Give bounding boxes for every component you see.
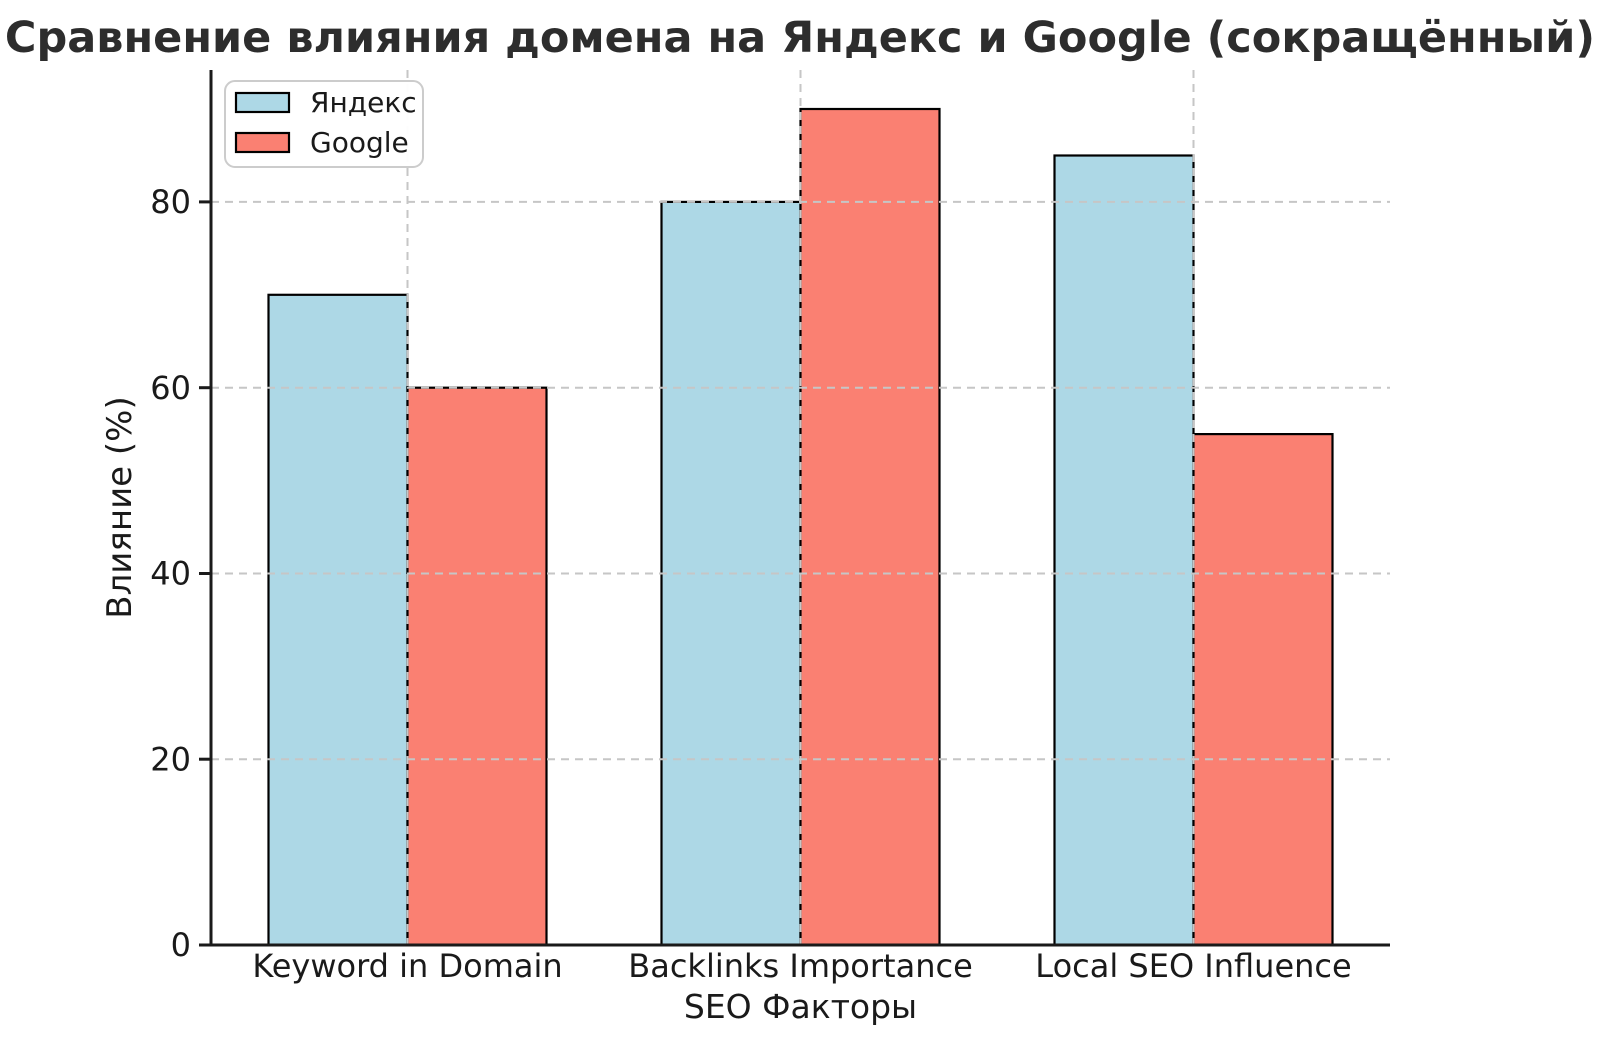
- bar-google-1: [799, 107, 941, 947]
- x-axis-label: SEO Факторы: [684, 987, 917, 1026]
- legend-label-google: Google: [310, 126, 409, 159]
- legend-swatch-google: [234, 131, 291, 154]
- y-axis-label: Влияние (%): [100, 396, 140, 619]
- bar-yandex-2: [1053, 154, 1195, 947]
- x-tick-label: Keyword in Domain: [252, 947, 562, 985]
- y-tick-label: 0: [171, 926, 191, 964]
- chart-title: Сравнение влияния домена на Яндекс и Goo…: [4, 13, 1596, 63]
- y-tick-label: 80: [150, 183, 191, 221]
- x-tick-label: Local SEO Influence: [1035, 947, 1351, 985]
- y-tick-label: 40: [150, 555, 191, 593]
- legend-label-yandex: Яндекс: [310, 86, 417, 119]
- bar-yandex-0: [267, 293, 409, 947]
- legend-swatch-yandex: [234, 91, 291, 114]
- y-tick-label: 20: [150, 740, 191, 778]
- legend: Яндекс Google: [224, 80, 424, 168]
- y-tick-label: 60: [150, 369, 191, 407]
- bar-google-2: [1192, 433, 1334, 947]
- x-tick-label: Backlinks Importance: [628, 947, 973, 985]
- bar-google-0: [406, 386, 548, 947]
